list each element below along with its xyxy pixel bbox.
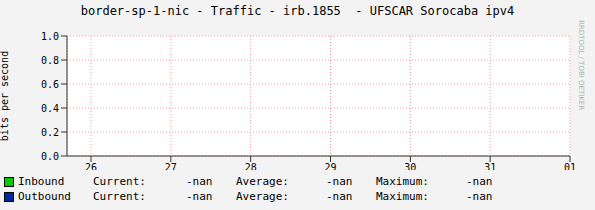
svg-text:1.0: 1.0	[41, 31, 59, 42]
html-text:-nan: -nan	[326, 190, 353, 203]
svg-text:26: 26	[85, 162, 97, 170]
html-text:Maximum:: Maximum:	[376, 175, 429, 188]
svg-text:0.6: 0.6	[41, 79, 59, 90]
svg-text:28: 28	[245, 162, 257, 170]
html-text:-nan: -nan	[466, 175, 493, 188]
svg-text:0.8: 0.8	[41, 55, 59, 66]
svg-text:0.4: 0.4	[41, 103, 59, 114]
svg-text:31: 31	[484, 162, 496, 170]
html-text:border-sp-1-nic - Traffic - ir: border-sp-1-nic - Traffic - irb.1855 - U…	[80, 4, 515, 18]
svg-text:30: 30	[404, 162, 416, 170]
html-text:RRDTOOL / TOBI OETIKER: RRDTOOL / TOBI OETIKER	[577, 20, 585, 111]
svg-text:27: 27	[165, 162, 177, 170]
svg-text:01: 01	[564, 162, 576, 170]
html-text:Maximum:: Maximum:	[376, 190, 429, 203]
html-text:Inbound: Inbound	[18, 175, 65, 188]
html-text:-nan: -nan	[186, 190, 213, 203]
html-text:Current:: Current:	[93, 190, 146, 203]
html-text:Current:: Current:	[93, 175, 146, 188]
svg-text:bits per second: bits per second	[8, 51, 10, 141]
html-text:-nan: -nan	[186, 175, 213, 188]
html-text:-nan: -nan	[326, 175, 353, 188]
html-text:Average:: Average:	[236, 175, 289, 188]
svg-text:0.2: 0.2	[41, 127, 59, 138]
html-text:Average:: Average:	[236, 190, 289, 203]
html-text:Outbound: Outbound	[18, 190, 71, 203]
svg-text:0.0: 0.0	[41, 151, 59, 162]
svg-text:29: 29	[324, 162, 336, 170]
html-text:-nan: -nan	[466, 190, 493, 203]
